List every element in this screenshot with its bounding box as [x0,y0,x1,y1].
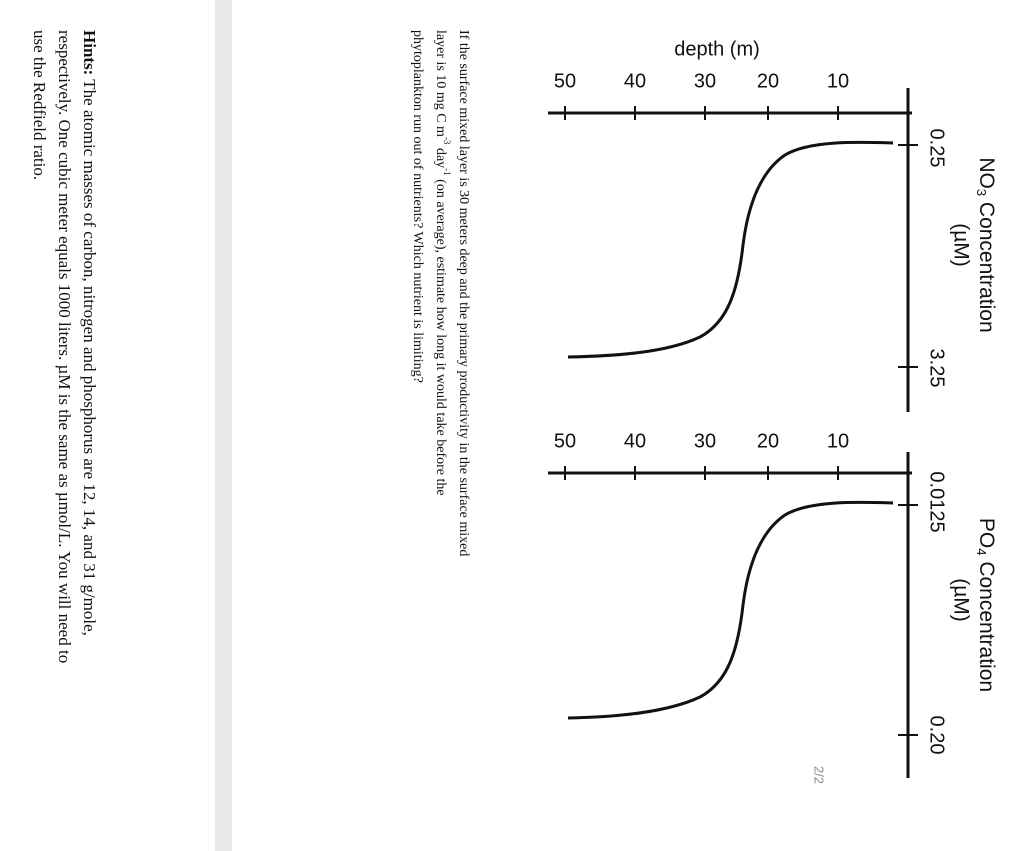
depth-tick-label: 40 [624,70,646,92]
conc-tick-label: 0.25 [926,129,948,168]
no3-figure [548,88,918,412]
hints-line: Hints: The atomic masses of carbon, nitr… [80,30,99,636]
text: layer is 10 mg C m [433,30,448,137]
po4-figure [548,452,918,778]
hints-label: Hints: [80,30,99,75]
hints-line: respectively. One cubic meter equals 100… [55,30,74,663]
depth-tick-label: 20 [757,70,779,92]
depth-tick-label: 10 [827,430,849,452]
unit-label: (µM) [949,578,972,622]
hints-line: use the Redfield ratio. [30,30,49,180]
text: PO [975,518,998,548]
page-number: 2/2 [812,766,827,784]
depth-label: depth (m) [674,38,760,60]
figure-title: PO4 Concentration [974,518,999,692]
superscript: -3 [442,137,452,145]
profile-curve [567,140,894,359]
text: NO [975,157,998,189]
depth-tick-label: 30 [694,70,716,92]
superscript: -1 [442,168,452,176]
question-line: phytoplankton run out of nutrients? Whic… [410,30,425,383]
depth-tick-label: 10 [827,70,849,92]
depth-tick-label: 50 [554,430,576,452]
subscript: 4 [974,548,989,555]
conc-tick-label: 3.25 [926,349,948,388]
question-line: layer is 10 mg C m-3 day-1 (on average),… [433,30,452,496]
conc-tick-label: 0.0125 [926,471,948,532]
text: (on average), estimate how long it would… [433,176,448,496]
depth-tick-label: 30 [694,430,716,452]
depth-tick-label: 50 [554,70,576,92]
depth-tick-label: 20 [757,430,779,452]
unit-label: (µM) [949,223,972,267]
text: Concentration [975,555,998,692]
question-line: If the surface mixed layer is 30 meters … [456,30,471,556]
figure-title: NO3 Concentration [974,157,999,332]
text: day [433,144,448,168]
conc-tick-label: 0.20 [926,716,948,755]
ticks [564,466,918,736]
profile-curve [567,500,894,720]
hints-text: The atomic masses of carbon, nitrogen an… [80,75,99,636]
text: Concentration [975,196,998,333]
ticks [564,106,918,368]
subscript: 3 [974,189,989,196]
page-gap [215,0,232,851]
depth-tick-label: 40 [624,430,646,452]
